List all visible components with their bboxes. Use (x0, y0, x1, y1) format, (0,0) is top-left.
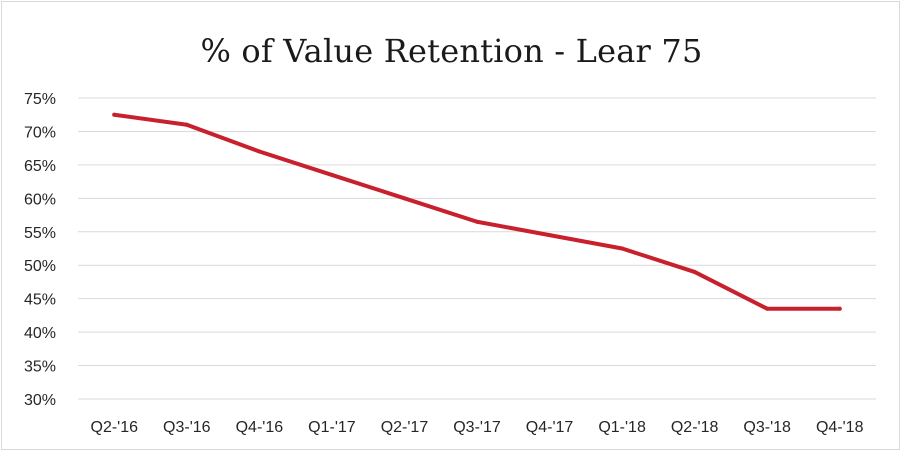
data-point (112, 112, 117, 117)
y-tick-label: 35% (24, 359, 56, 376)
x-tick-label: Q3-'18 (743, 419, 791, 436)
x-tick-label: Q2-'17 (381, 419, 429, 436)
y-tick-label: 50% (24, 258, 56, 275)
x-tick-label: Q3-'17 (453, 419, 501, 436)
x-tick-label: Q3-'16 (163, 419, 211, 436)
y-tick-label: 55% (24, 225, 56, 242)
series-line-0 (112, 112, 842, 311)
data-point (184, 122, 189, 127)
data-point (402, 196, 407, 201)
x-tick-label: Q4-'16 (236, 419, 284, 436)
y-tick-label: 60% (24, 191, 56, 208)
y-axis-tick-labels: 30% 35% 40% 45% 50% 55% 60% 65% 70% 75% (24, 91, 56, 409)
data-point (547, 233, 552, 238)
y-tick-label: 75% (24, 91, 56, 108)
data-point (257, 149, 262, 154)
chart-title: % of Value Retention - Lear 75 (200, 32, 703, 70)
series-layer (112, 112, 842, 311)
data-point (837, 306, 842, 311)
x-tick-label: Q2-'16 (91, 419, 139, 436)
x-tick-label: Q4-'18 (816, 419, 864, 436)
y-tick-label: 70% (24, 124, 56, 141)
data-point (475, 219, 479, 224)
y-tick-label: 30% (24, 392, 56, 409)
x-tick-label: Q4-'17 (526, 419, 574, 436)
x-tick-label: Q2-'18 (671, 419, 719, 436)
data-point (329, 172, 334, 177)
x-axis-tick-labels: Q2-'16 Q3-'16 Q4-'16 Q1-'17 Q2-'17 Q3-'17 Q4-'… (91, 419, 864, 436)
data-point (620, 246, 625, 251)
x-tick-label: Q1-'18 (598, 419, 646, 436)
y-tick-label: 65% (24, 158, 56, 175)
y-tick-label: 40% (24, 325, 56, 342)
x-tick-label: Q1-'17 (308, 419, 356, 436)
y-tick-label: 45% (24, 292, 56, 309)
data-point (692, 269, 697, 274)
data-point (765, 306, 770, 311)
gridlines (78, 97, 876, 400)
